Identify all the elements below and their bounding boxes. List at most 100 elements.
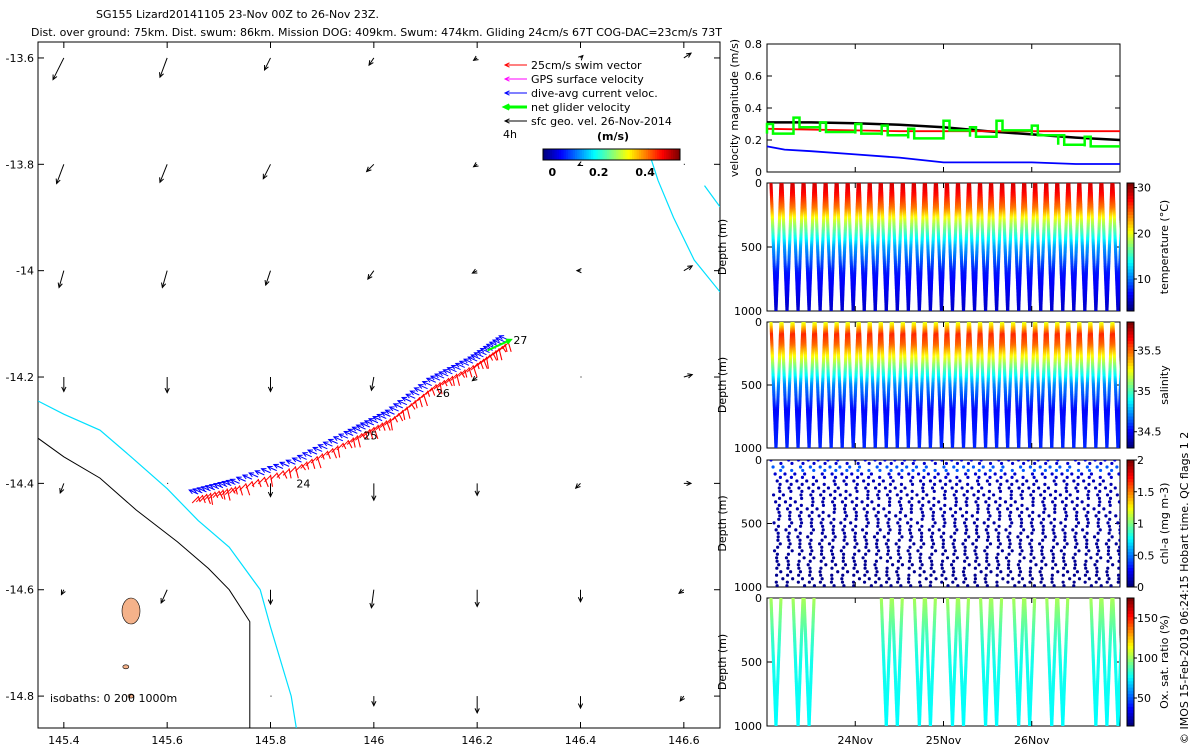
swim-vector [218,490,224,499]
dac-vector [355,424,366,430]
time-tick-label: 25Nov [926,734,962,747]
dac-vector [367,418,379,424]
day-label: 25 [364,430,378,443]
dac-vector [301,452,313,458]
swim-vector [288,466,296,474]
sfc-velocity-arrow [369,376,375,392]
swim-vector [355,433,362,441]
dac-vector [208,484,220,490]
swim-vector [433,382,441,390]
salinity-ytick-label: 500 [741,379,762,392]
swim-vector [425,388,433,395]
swim-vector [294,466,299,479]
swim-vector [245,481,253,489]
dac-vector [254,470,265,476]
swim-vector [239,483,247,491]
oxygen-colorbar-tick: 150 [1137,612,1158,625]
velocity-series-line [765,116,1120,148]
swim-vector [204,493,211,501]
legend-label: dive-avg current veloc. [531,87,658,100]
dac-vector [438,371,449,377]
chl-a-colorbar-tick: 2 [1137,454,1144,467]
dac-vector [188,489,199,495]
sfc-velocity-arrow [683,480,693,487]
swim-vector [295,464,302,472]
swim-vector [288,468,292,479]
chl-a-colorbar-label: chl-a (mg m-3) [1158,483,1171,565]
sfc-velocity-arrow [52,57,65,81]
map-xtick-label: 145.6 [151,734,183,747]
sfc-velocity-arrow [575,268,582,274]
sfc-velocity-arrow [577,696,584,710]
sfc-velocity-arrow [683,373,694,379]
island [122,664,130,670]
oxygen-ylabel: Depth (m) [716,634,729,690]
swim-vector [501,342,509,350]
title-line-1: SG155 Lizard20141105 23-Nov 00Z to 26-No… [96,8,379,21]
map-xtick-label: 145.4 [48,734,80,747]
swim-vector [336,443,344,451]
swim-vector [245,483,251,496]
sfc-velocity-arrow [577,589,584,603]
swim-vector [251,479,259,487]
island [121,597,141,625]
map-colorbar-tick: 0.4 [635,166,655,179]
swim-vector [404,404,412,411]
swim-vector [470,363,478,371]
map-ytick-label: -14.6 [6,584,34,597]
swim-vector [191,496,199,504]
dac-vector [296,454,307,460]
dac-vector [458,360,470,366]
oxygen-profiles [769,598,1120,726]
oxygen-colorbar-tick: 50 [1137,692,1151,705]
dac-vector [343,430,354,436]
salinity-ytick-label: 1000 [734,442,762,455]
swim-vector [379,421,387,428]
swim-vector [212,491,220,499]
dac-vector [396,400,408,406]
swim-vector [360,432,366,440]
sfc-velocity-arrow [367,270,375,281]
dac-vector [332,436,344,442]
dac-vector [388,406,399,412]
salinity-colorbar-tick: 35.5 [1137,344,1162,357]
dac-vector [446,367,457,373]
oxygen-panel: 0 500 1000 Depth (m) 50 100 150 Ox. sat. ratio … [716,592,1171,733]
map-colorbar: 0 0.2 0.4 [542,148,681,179]
dac-vector [473,352,484,358]
dac-vector [359,422,370,428]
velocity-series-line [766,127,1120,133]
dac-vector [291,457,302,463]
map-colorbar-title: (m/s) [597,130,629,143]
sfc-velocity-arrow [474,483,480,497]
swim-vector [342,442,347,450]
dac-vector [413,387,424,393]
swim-vector [331,447,338,459]
chl-a-ytick-label: 1000 [734,581,762,594]
swim-vector [396,410,404,418]
swim-vector [400,407,408,415]
swim-vector [388,416,395,424]
swim-vector [458,370,466,377]
sfc-velocity-arrow [683,52,692,59]
oxygen-colorbar-label: Ox. sat. ratio (%) [1158,615,1171,709]
sfc-velocity-arrow [267,483,274,498]
time-tick-label: 24Nov [838,734,874,747]
map-colorbar-tick: 0 [548,166,556,179]
velocity-ytick-label: 0.8 [745,38,763,51]
temperature-panel: 0 500 1000 Depth (m) 10 20 30 temperature (°C) [716,177,1171,318]
map-xtick-label: 145.8 [255,734,287,747]
dac-vector [409,390,420,396]
salinity-colorbar-tick: 35 [1137,385,1151,398]
sfc-velocity-arrow [365,163,375,173]
chl-a-ylabel: Depth (m) [716,495,729,551]
temperature-colorbar-tick: 20 [1137,227,1151,240]
legend-label: net glider velocity [531,101,631,114]
swim-vector [230,487,236,494]
velocity-panel: 0 0.2 0.4 0.6 0.8 velocity magnitude (m/s) [728,38,1121,179]
day-label: 24 [296,477,310,490]
legend-label: GPS surface velocity [531,73,644,86]
swim-vector [492,348,500,356]
swim-vector [337,445,341,458]
